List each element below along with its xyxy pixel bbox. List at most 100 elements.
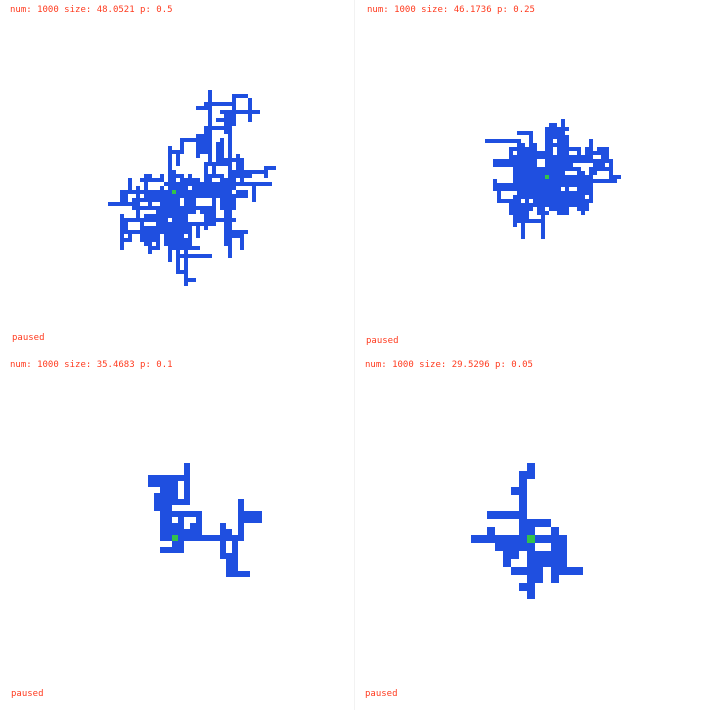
cluster-cell [521, 171, 525, 175]
cluster-cell [180, 210, 184, 214]
simulation-panel-p-0.5[interactable]: num: 1000 size: 48.0521 p: 0.5 paused [0, 0, 354, 355]
cluster-cell [517, 151, 521, 155]
cluster-cell [224, 126, 228, 130]
cluster-cell [585, 147, 589, 151]
cluster-cell [168, 246, 172, 250]
cluster-cell [148, 246, 152, 250]
cluster-cell [545, 155, 549, 159]
cluster-cell [573, 155, 577, 159]
cluster-cell [164, 238, 168, 242]
cluster-cell [208, 134, 212, 138]
cluster-cell [164, 242, 168, 246]
cluster-cell [220, 186, 224, 190]
cluster-cell [196, 535, 202, 541]
cluster-cell [176, 242, 180, 246]
cluster-cell [148, 218, 152, 222]
cluster-cell [228, 154, 232, 158]
cluster-cell [156, 218, 160, 222]
cluster-cell [226, 565, 232, 571]
cluster-cell [236, 234, 240, 238]
cluster-cell [120, 190, 124, 194]
cluster-cell [184, 469, 190, 475]
cluster-cell [549, 163, 553, 167]
cluster-cell [561, 199, 565, 203]
dla-cluster-graphic [471, 463, 583, 599]
cluster-cell [597, 167, 601, 171]
cluster-cell [509, 211, 513, 215]
cluster-cell [188, 138, 192, 142]
cluster-cell [553, 167, 557, 171]
cluster-cell [581, 183, 585, 187]
cluster-cell [164, 230, 168, 234]
cluster-cell [521, 215, 525, 219]
cluster-cell [565, 147, 569, 151]
cluster-cell [156, 194, 160, 198]
cluster-cell [557, 159, 561, 163]
cluster-cell [148, 202, 152, 206]
cluster-cell [228, 110, 232, 114]
cluster-cell [509, 163, 513, 167]
cluster-cell [196, 190, 200, 194]
cluster-cell [513, 223, 517, 227]
cluster-cell [561, 131, 565, 135]
cluster-cell [238, 505, 244, 511]
cluster-cell [525, 131, 529, 135]
cluster-cell [144, 178, 148, 182]
cluster-cell [232, 230, 236, 234]
cluster-cell [252, 198, 256, 202]
cluster-cell [172, 194, 176, 198]
cluster-cell [256, 511, 262, 517]
cluster-cell [160, 547, 166, 553]
cluster-cell [495, 543, 503, 551]
cluster-cell [509, 155, 513, 159]
cluster-cell [569, 191, 573, 195]
cluster-cell [168, 162, 172, 166]
cluster-cell [188, 198, 192, 202]
cluster-cell [202, 535, 208, 541]
cluster-cell [228, 202, 232, 206]
cluster-cell [529, 195, 533, 199]
cluster-cell [212, 174, 216, 178]
cluster-cell [537, 211, 541, 215]
cluster-cell [541, 151, 545, 155]
cluster-cell [176, 246, 180, 250]
cluster-cell [527, 551, 535, 559]
cluster-cell [216, 174, 220, 178]
cluster-cell [527, 575, 535, 583]
simulation-panel-p-0.05[interactable]: num: 1000 size: 29.5296 p: 0.05 paused [355, 355, 709, 710]
cluster-cell [204, 146, 208, 150]
cluster-cell [553, 131, 557, 135]
cluster-cell [184, 206, 188, 210]
cluster-cell [589, 191, 593, 195]
cluster-cell [597, 159, 601, 163]
cluster-cell [168, 178, 172, 182]
cluster-cell [144, 182, 148, 186]
cluster-cell [264, 174, 268, 178]
cluster-cell [559, 559, 567, 567]
cluster-cell [232, 535, 238, 541]
cluster-cell [236, 94, 240, 98]
cluster-cell [166, 475, 172, 481]
cluster-cell [565, 159, 569, 163]
cluster-cell [216, 118, 220, 122]
cluster-cell [601, 159, 605, 163]
cluster-cell [176, 198, 180, 202]
cluster-cell [224, 226, 228, 230]
cluster-cell [136, 218, 140, 222]
cluster-cell [521, 223, 525, 227]
cluster-cell [140, 226, 144, 230]
cluster-cell [244, 110, 248, 114]
cluster-cell [160, 202, 164, 206]
cluster-cell [589, 171, 593, 175]
simulation-panel-p-0.25[interactable]: num: 1000 size: 46.1736 p: 0.25 paused [355, 0, 709, 355]
cluster-cell [511, 551, 519, 559]
cluster-cell [503, 535, 511, 543]
cluster-cell [537, 175, 541, 179]
cluster-cell [184, 258, 188, 262]
simulation-panel-p-0.1[interactable]: num: 1000 size: 35.4683 p: 0.1 paused [0, 355, 354, 710]
cluster-cell [192, 206, 196, 210]
cluster-cell [208, 90, 212, 94]
cluster-cell [166, 523, 172, 529]
cluster-cell [248, 98, 252, 102]
cluster-cell [152, 238, 156, 242]
